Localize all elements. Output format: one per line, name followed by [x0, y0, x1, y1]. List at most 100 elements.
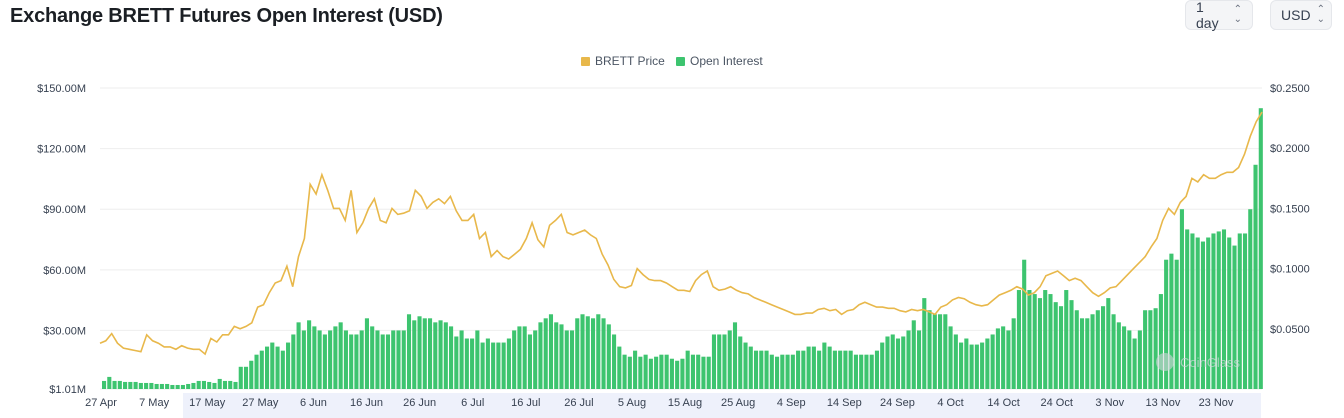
open-interest-bar	[1242, 233, 1248, 389]
open-interest-bar	[1022, 259, 1027, 389]
open-interest-bar	[102, 380, 107, 389]
open-interest-bar	[685, 350, 690, 389]
open-interest-bar	[659, 354, 664, 389]
open-interest-bar	[301, 330, 306, 389]
open-interest-bar	[853, 354, 858, 389]
open-interest-bar	[522, 326, 527, 389]
open-interest-bar	[559, 324, 564, 389]
open-interest-bar	[554, 322, 559, 389]
open-interest-bar	[927, 310, 932, 389]
x-tick-label: 4 Oct	[937, 397, 963, 409]
currency-select[interactable]: USD ⌃ ⌄	[1270, 0, 1332, 30]
x-tick-label: 4 Sep	[777, 397, 806, 409]
open-interest-bar	[506, 338, 511, 389]
open-interest-bar	[874, 350, 880, 389]
open-interest-bar	[648, 358, 653, 389]
open-interest-bar	[1016, 290, 1021, 389]
x-tick-label: 16 Jun	[350, 397, 383, 409]
open-interest-bar	[769, 354, 774, 389]
x-tick-label: 24 Oct	[1040, 397, 1072, 409]
open-interest-bar	[669, 358, 674, 389]
open-interest-bar	[517, 326, 522, 389]
open-interest-bar	[1164, 259, 1169, 389]
open-interest-bar	[680, 358, 685, 389]
open-interest-bar	[1158, 294, 1163, 389]
open-interest-bar	[533, 330, 538, 389]
x-tick-label: 14 Sep	[827, 397, 862, 409]
open-interest-bar	[1101, 306, 1106, 389]
open-interest-bar	[748, 346, 753, 389]
open-interest-bar	[1237, 233, 1242, 389]
x-tick-label: 16 Jul	[511, 397, 540, 409]
open-interest-bar	[1127, 330, 1132, 389]
watermark-logo-icon	[1156, 353, 1174, 371]
open-interest-bar	[364, 318, 369, 389]
open-interest-bar	[664, 354, 669, 389]
open-interest-bar	[638, 356, 643, 389]
x-tick-label: 13 Nov	[1145, 397, 1180, 409]
watermark-text: CoinGlass	[1180, 355, 1240, 370]
open-interest-bar	[895, 338, 901, 389]
open-interest-bar	[1079, 318, 1085, 389]
chart-legend[interactable]: BRETT Price Open Interest	[581, 54, 763, 68]
open-interest-bar	[1174, 259, 1179, 389]
x-tick-label: 27 May	[242, 397, 279, 409]
open-interest-bar	[1058, 306, 1064, 389]
open-interest-bar	[806, 346, 811, 389]
open-interest-bar	[1037, 298, 1043, 389]
y-right-tick-label: $0.2500	[1270, 83, 1310, 95]
open-interest-bar	[780, 354, 785, 389]
open-interest-bar	[706, 356, 711, 389]
open-interest-bar	[1106, 298, 1111, 389]
interval-select[interactable]: 1 day ⌃ ⌄	[1185, 0, 1253, 31]
open-interest-bar	[485, 338, 490, 389]
open-interest-bar	[1211, 233, 1216, 389]
open-interest-bar	[454, 336, 459, 389]
open-interest-bar	[144, 382, 149, 389]
open-interest-bar	[412, 320, 417, 389]
open-interest-bar	[859, 354, 864, 389]
open-interest-bar	[838, 350, 843, 389]
open-interest-bar	[1143, 310, 1148, 389]
open-interest-bar	[575, 318, 580, 389]
open-interest-bar	[696, 354, 701, 389]
x-axis-highlight	[183, 393, 1261, 418]
open-interest-bar	[864, 354, 869, 389]
open-interest-bar	[743, 342, 748, 389]
open-interest-bar	[496, 342, 501, 389]
open-interest-bar	[154, 383, 159, 389]
open-interest-bar	[354, 334, 359, 389]
x-axis-band	[183, 393, 1261, 418]
open-interest-bar	[785, 354, 790, 389]
open-interest-bar	[422, 318, 427, 389]
open-interest-bar	[312, 326, 317, 389]
open-interest-bar	[527, 334, 532, 389]
open-interest-bar	[123, 381, 128, 389]
open-interest-bar	[401, 330, 406, 389]
legend-label-price: BRETT Price	[595, 54, 665, 68]
open-interest-bar	[801, 350, 806, 389]
open-interest-bar	[1253, 164, 1258, 389]
open-interest-bar	[617, 346, 622, 389]
x-tick-label: 5 Aug	[618, 397, 646, 409]
open-interest-bar	[885, 336, 890, 389]
open-interest-bar	[675, 360, 680, 389]
open-interest-bar	[343, 330, 348, 389]
open-interest-bar	[654, 356, 659, 389]
open-interest-bar	[406, 314, 412, 389]
open-interest-bar	[170, 384, 175, 389]
open-interest-bar	[1095, 310, 1100, 389]
chevron-updown-icon: ⌃ ⌄	[1316, 4, 1325, 25]
interval-select-label: 1 day	[1196, 0, 1219, 31]
y-left-tick-label: $90.00M	[43, 204, 86, 216]
y-left-tick-label: $120.00M	[37, 144, 86, 156]
open-interest-bar	[196, 380, 201, 389]
open-interest-bar	[501, 342, 506, 389]
open-interest-bar	[1248, 209, 1253, 389]
x-tick-label: 26 Jun	[403, 397, 436, 409]
open-interest-bar	[286, 342, 291, 389]
open-interest-bar	[585, 316, 590, 389]
open-interest-bar	[1258, 108, 1263, 389]
open-interest-bar	[475, 330, 480, 389]
